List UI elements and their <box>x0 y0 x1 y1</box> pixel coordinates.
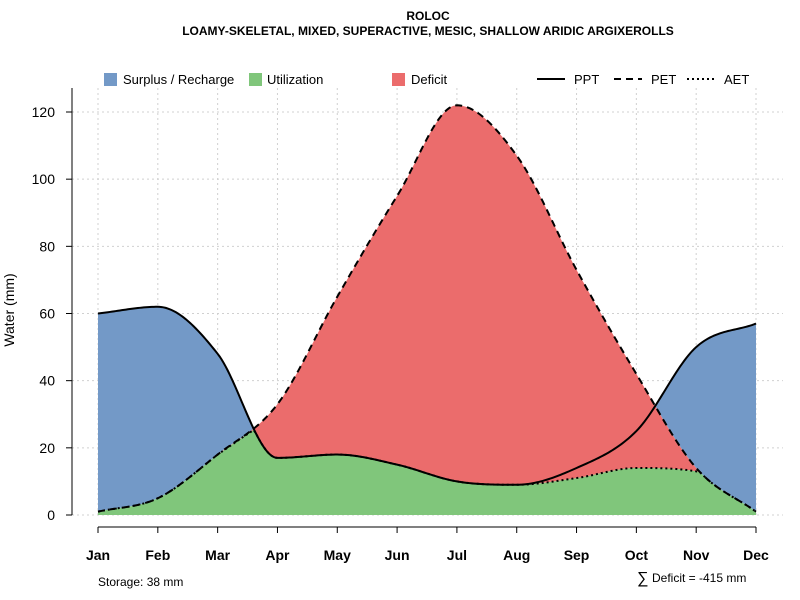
legend-label-ppt: PPT <box>574 72 599 87</box>
chart-title: ROLOC <box>406 9 450 23</box>
x-tick-label-dec: Dec <box>743 547 769 563</box>
x-tick-label-jul: Jul <box>447 547 467 563</box>
legend-label-aet: AET <box>724 72 749 87</box>
x-tick-label-jan: Jan <box>86 547 110 563</box>
series-line-pet <box>97 104 757 513</box>
x-tick-label-mar: Mar <box>205 547 230 563</box>
x-tick-label-apr: Apr <box>265 547 290 563</box>
area-surplus-recharge <box>98 105 756 512</box>
y-tick-label: 60 <box>39 306 55 322</box>
deficit-note: Deficit = -415 mm <box>652 571 746 585</box>
y-tick-label: 20 <box>39 440 55 456</box>
legend-swatch-utilization <box>249 73 262 86</box>
legend: Surplus / Recharge Utilization Deficit P… <box>104 72 749 87</box>
axes: 0 20 40 60 80 100 120 Jan Feb Mar Apr May Jun Jul Aug S… <box>32 88 769 563</box>
area-deficit <box>98 105 756 512</box>
y-tick-label: 100 <box>32 171 56 187</box>
storage-note: Storage: 38 mm <box>98 575 183 589</box>
y-axis-label: Water (mm) <box>1 273 17 346</box>
x-tick-label-jun: Jun <box>385 547 410 563</box>
x-tick-label-nov: Nov <box>683 547 710 563</box>
series-line-aet <box>97 428 757 513</box>
x-tick-label-may: May <box>324 547 351 563</box>
y-tick-label: 0 <box>47 507 55 523</box>
chart-subtitle: LOAMY-SKELETAL, MIXED, SUPERACTIVE, MESI… <box>182 24 674 38</box>
series-line-ppt <box>97 305 757 486</box>
legend-label-deficit: Deficit <box>411 72 448 87</box>
legend-label-surplus: Surplus / Recharge <box>123 72 234 87</box>
y-tick-label: 120 <box>32 104 56 120</box>
areas <box>98 105 756 515</box>
deficit-sum-symbol: ∑ <box>637 570 648 587</box>
legend-swatch-deficit <box>392 73 405 86</box>
y-tick-label: 80 <box>39 238 55 254</box>
x-tick-label-aug: Aug <box>503 547 530 563</box>
legend-swatch-surplus <box>104 73 117 86</box>
legend-label-pet: PET <box>651 72 676 87</box>
x-tick-label-feb: Feb <box>145 547 170 563</box>
y-tick-label: 40 <box>39 373 55 389</box>
area-utilization <box>98 430 756 515</box>
series-lines <box>97 104 757 513</box>
x-tick-label-sep: Sep <box>564 547 590 563</box>
legend-label-utilization: Utilization <box>267 72 323 87</box>
x-tick-label-oct: Oct <box>625 547 649 563</box>
